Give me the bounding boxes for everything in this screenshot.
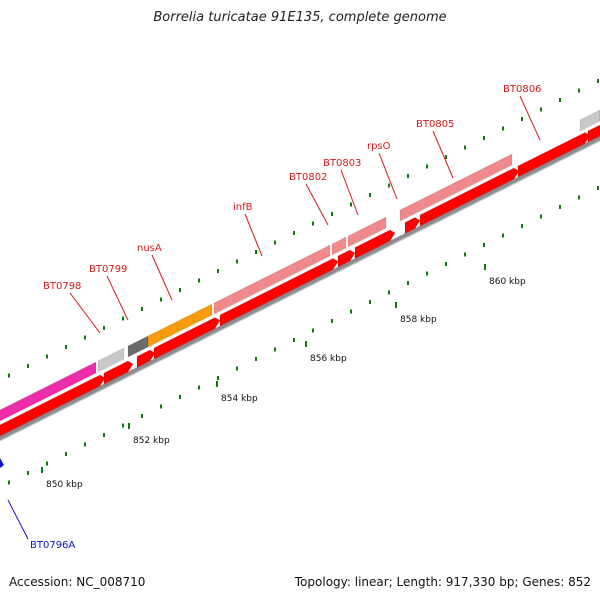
feature-segment (97, 347, 125, 373)
cds-arrow (419, 167, 520, 227)
cds-arrow (517, 132, 591, 178)
bt0796a-marker (0, 458, 4, 468)
scale-label: 850 kbp (46, 480, 83, 490)
gene-label-bt0806: BT0806 (503, 84, 541, 95)
gene-label-bt0796a: BT0796A (30, 540, 75, 551)
genome-backbone-shadow (0, 140, 600, 442)
map-title: Borrelia turicatae 91E135, complete geno… (153, 10, 447, 25)
gene-leader-line (305, 183, 329, 226)
scale-label: 856 kbp (310, 354, 347, 364)
gene-label-infb: infB (233, 202, 253, 213)
scale-label: 858 kbp (400, 315, 437, 325)
feature-segment (213, 244, 331, 315)
feature-segment (147, 303, 213, 348)
cds-arrow (219, 258, 339, 327)
genome-summary-label: Topology: linear; Length: 917,330 bp; Ge… (294, 575, 591, 589)
genome-backbone (0, 135, 600, 441)
cds-arrow (404, 217, 421, 234)
gene-leader-line (7, 499, 29, 540)
feature-segment (0, 361, 97, 422)
feature-segment (579, 109, 600, 132)
feature-segment (347, 216, 387, 248)
gene-leader-line (519, 95, 541, 141)
gene-label-bt0798: BT0798 (43, 281, 81, 292)
gene-leader-line (151, 254, 173, 301)
cds-arrow (337, 249, 356, 268)
gene-leader-line (106, 275, 129, 321)
scale-label: 860 kbp (489, 277, 526, 287)
gene-leader-line (378, 152, 398, 200)
gene-label-bt0805: BT0805 (416, 119, 454, 130)
accession-label: Accession: NC_008710 (9, 575, 146, 589)
gene-label-bt0802: BT0802 (289, 172, 327, 183)
cds-arrow (153, 317, 221, 360)
gene-leader-line (244, 213, 263, 257)
cds-arrow (103, 360, 134, 385)
cds-arrow (354, 229, 396, 259)
feature-segment (331, 236, 347, 256)
feature-segment (399, 153, 513, 222)
gene-leader-line (69, 292, 101, 334)
scale-label: 854 kbp (221, 394, 258, 404)
gene-label-bt0799: BT0799 (89, 264, 127, 275)
gene-label-rpso: rpsO (367, 141, 391, 152)
scale-label: 852 kbp (133, 436, 170, 446)
gene-label-nusa: nusA (137, 243, 162, 254)
gene-leader-line (432, 130, 454, 179)
gene-label-bt0803: BT0803 (323, 158, 361, 169)
cds-arrow (0, 374, 106, 437)
gene-leader-line (340, 169, 359, 216)
cds-arrow (136, 349, 156, 368)
cds-arrow (587, 124, 600, 143)
